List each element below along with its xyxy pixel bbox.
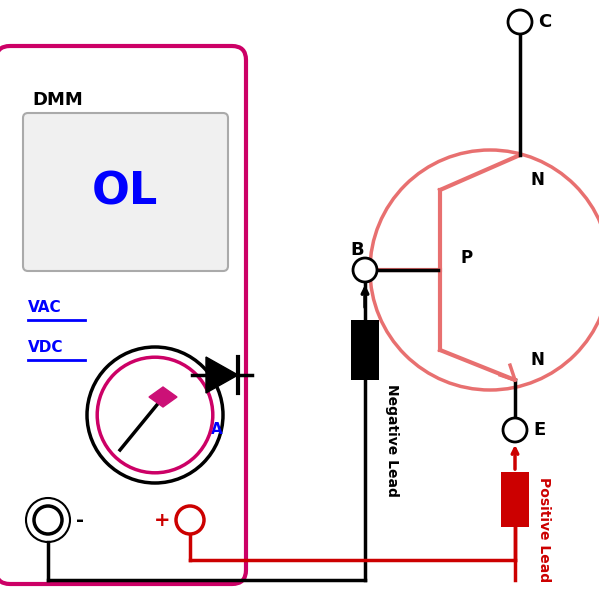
- Text: mA: mA: [196, 423, 224, 438]
- Bar: [501, 472, 529, 527]
- Circle shape: [503, 418, 527, 442]
- Text: -: -: [76, 511, 84, 529]
- Polygon shape: [206, 357, 238, 393]
- Text: E: E: [533, 421, 545, 439]
- Text: N: N: [530, 351, 544, 369]
- Polygon shape: [149, 387, 177, 407]
- Circle shape: [508, 10, 532, 34]
- Circle shape: [87, 347, 223, 483]
- Text: +: +: [153, 511, 170, 529]
- Text: VDC: VDC: [28, 341, 63, 356]
- Text: P: P: [460, 249, 472, 267]
- FancyBboxPatch shape: [0, 46, 246, 584]
- Circle shape: [353, 258, 377, 282]
- FancyBboxPatch shape: [23, 113, 228, 271]
- Circle shape: [176, 506, 204, 534]
- Text: DMM: DMM: [32, 91, 83, 109]
- Text: N: N: [530, 171, 544, 189]
- Text: B: B: [350, 241, 364, 259]
- Text: OL: OL: [92, 171, 158, 213]
- Circle shape: [97, 357, 213, 473]
- Circle shape: [370, 150, 599, 390]
- Text: C: C: [538, 13, 551, 31]
- Circle shape: [34, 506, 62, 534]
- Text: Negative Lead: Negative Lead: [385, 384, 399, 496]
- Bar: [351, 320, 379, 380]
- Text: VAC: VAC: [28, 300, 62, 315]
- Text: Positive Lead: Positive Lead: [537, 478, 551, 582]
